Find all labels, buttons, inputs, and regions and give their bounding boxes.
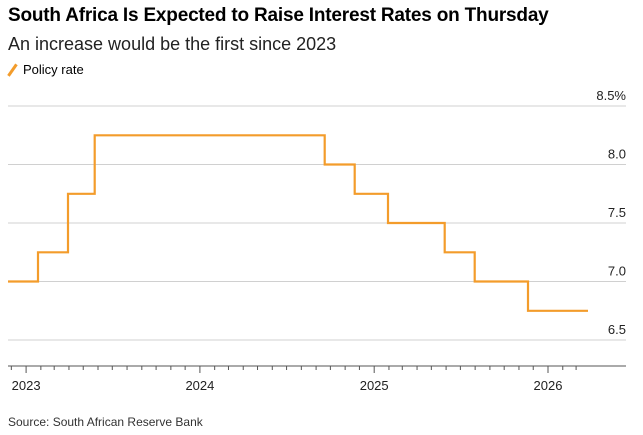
y-tick-label: 7.0 xyxy=(608,264,626,279)
x-tick-label: 2026 xyxy=(534,378,563,393)
series-layer xyxy=(8,134,588,312)
tick-labels: 8.5% 8.0 7.5 7.0 6.5 2023 2024 2025 2026 xyxy=(12,88,627,393)
x-tick-label: 2024 xyxy=(185,378,214,393)
y-tick-label: 7.5 xyxy=(608,205,626,220)
x-axis xyxy=(8,365,626,373)
legend: Policy rate xyxy=(8,62,84,77)
legend-label-policy-rate: Policy rate xyxy=(23,62,84,77)
series-line-policy-rate xyxy=(8,134,588,312)
source-note: Source: South African Reserve Bank xyxy=(8,415,203,429)
chart-title: South Africa Is Expected to Raise Intere… xyxy=(8,5,549,26)
x-tick-label: 2023 xyxy=(12,378,41,393)
y-tick-label: 8.0 xyxy=(608,147,626,162)
grid-lines xyxy=(8,105,626,341)
chart-subtitle: An increase would be the first since 202… xyxy=(8,34,337,54)
x-tick-label: 2025 xyxy=(360,378,389,393)
y-tick-label: 6.5 xyxy=(608,322,626,337)
y-tick-label: 8.5% xyxy=(596,88,626,103)
